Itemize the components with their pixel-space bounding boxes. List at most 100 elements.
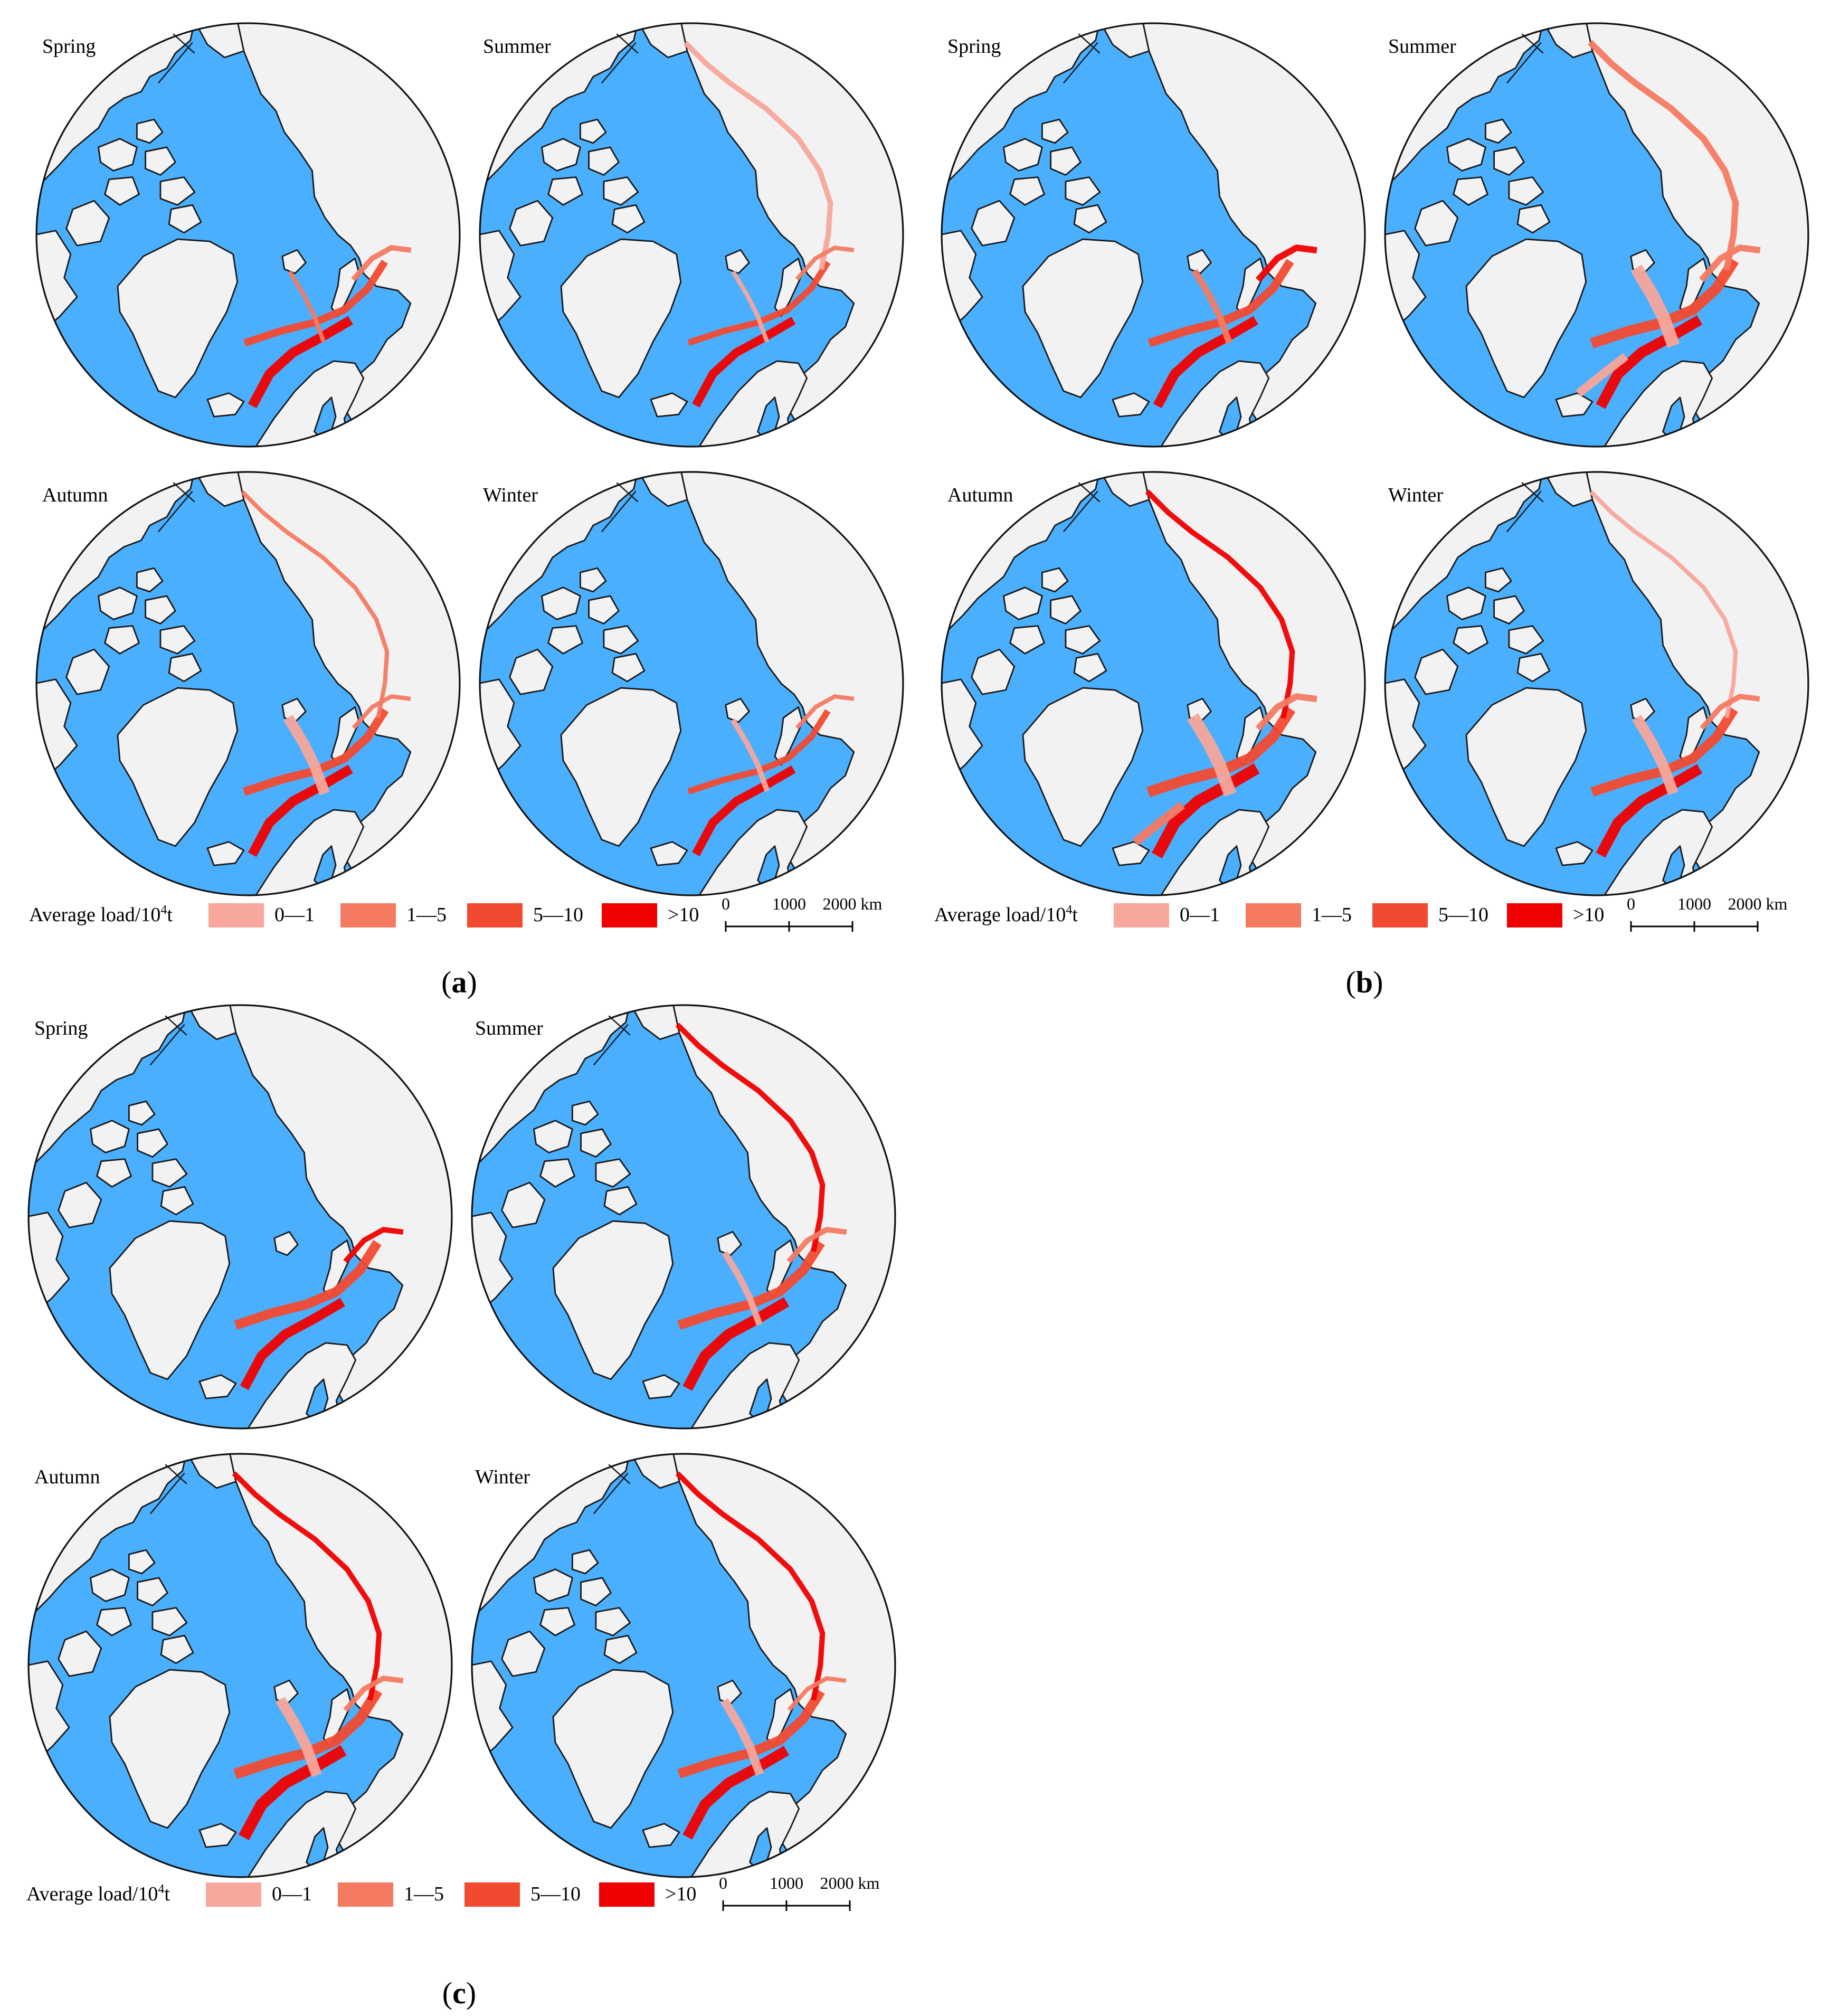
route-nsrEast (1588, 40, 1739, 271)
route-nsrBarents (677, 1689, 825, 1779)
legend-class-label: >10 (668, 904, 699, 926)
map-c-summer (470, 1003, 897, 1431)
route-svalbard (288, 270, 326, 343)
map-a-summer (478, 21, 905, 449)
route-kara (351, 245, 412, 282)
route-kara (343, 1227, 404, 1264)
route-norway (682, 1746, 790, 1840)
polar-basemap (1383, 470, 1810, 897)
legend-title: Average load/104t (26, 1882, 170, 1905)
route-kara (1700, 694, 1760, 731)
route-norway (239, 1745, 347, 1840)
shipping-routes (241, 490, 411, 857)
route-nsrBarents (1590, 257, 1739, 349)
route-nsrEast (1589, 490, 1738, 718)
route-nsrBarents (1146, 706, 1296, 798)
season-label-spring: Spring (42, 35, 96, 58)
polar-basemap (34, 470, 462, 897)
legend-title: Average load/104t (29, 903, 173, 926)
map-c-spring (26, 1003, 454, 1431)
legend-class-label: 1—5 (406, 904, 447, 926)
legend-swatch-0 (206, 1882, 261, 1907)
scale-bar-label: 0 (1627, 894, 1635, 913)
shipping-routes (675, 1023, 847, 1391)
legend-swatch-3 (599, 1882, 655, 1907)
shipping-routes (675, 1471, 847, 1840)
map-c-autumn (26, 1452, 454, 1879)
legend-class-label: 5—10 (530, 1883, 581, 1905)
polar-basemap (940, 21, 1367, 449)
map-a-winter (478, 470, 905, 897)
route-norway (248, 316, 353, 409)
map-a-autumn (34, 470, 462, 897)
panel-label-c: (c) (442, 1976, 476, 2010)
scale-bar-label: 0 (719, 1873, 727, 1892)
map-b-winter (1383, 470, 1810, 897)
shipping-routes (1147, 244, 1317, 409)
route-kara (1255, 244, 1317, 282)
polar-basemap (470, 1452, 897, 1879)
scale-bar: 0 1000 2000 km (1627, 894, 1788, 932)
route-iceland (1132, 801, 1185, 846)
polar-basemap (940, 470, 1367, 897)
route-norway (240, 1298, 345, 1390)
legend-swatch-3 (1507, 903, 1562, 927)
legend-swatch-2 (464, 1882, 520, 1907)
route-kara (795, 694, 855, 730)
season-label-summer: Summer (483, 35, 551, 58)
season-label-summer: Summer (475, 1017, 543, 1039)
route-nsrBarents (233, 1688, 383, 1780)
panel-label-a: (a) (441, 965, 477, 999)
map-panel-group-b (940, 21, 1810, 897)
route-kara (786, 1227, 847, 1264)
scale-bar-label: 2000 km (1728, 894, 1788, 913)
route-norway (692, 316, 796, 408)
map-c-winter (470, 1452, 897, 1879)
legend-swatch-2 (467, 903, 523, 927)
legend-class-label: 5—10 (1438, 904, 1488, 926)
map-b-autumn (940, 470, 1367, 897)
route-svalbard (1187, 713, 1237, 797)
shipping-routes (1589, 490, 1760, 858)
season-label-autumn: Autumn (42, 484, 108, 506)
season-label-autumn: Autumn (34, 1466, 100, 1488)
route-kara (787, 1676, 847, 1711)
scale-bar-label: 2000 km (820, 1873, 880, 1892)
legend-b: Average load/104t 0—1 1—5 5—10 >10 0 1000 2000 … (934, 894, 1788, 932)
route-norway (682, 1297, 790, 1391)
legend-swatch-0 (208, 903, 264, 927)
legend-title: Average load/104t (934, 903, 1078, 926)
polar-basemap (26, 1003, 454, 1431)
map-panel-group-a (34, 21, 905, 897)
legend-swatch-1 (1246, 903, 1301, 927)
legend-class-label: 1—5 (404, 1883, 444, 1905)
season-label-spring: Spring (34, 1017, 88, 1039)
scale-bar: 0 1000 2000 km (719, 1873, 880, 1911)
polar-basemap (478, 470, 905, 897)
map-b-spring (940, 21, 1367, 449)
route-svalbard (731, 270, 769, 343)
legend-class-label: 5—10 (533, 904, 583, 926)
route-nsrEast (675, 1471, 826, 1701)
legend-swatch-1 (338, 1882, 393, 1907)
map-panel-group-c (26, 1003, 897, 1879)
route-kara (1699, 244, 1761, 282)
legend-swatch-3 (602, 903, 657, 927)
shipping-routes (232, 1471, 404, 1840)
route-kara (795, 245, 855, 281)
scale-bar-label: 1000 (772, 894, 806, 913)
route-svalbard (276, 1697, 322, 1777)
polar-basemap (478, 21, 905, 449)
season-label-summer: Summer (1388, 35, 1456, 58)
route-nsrBarents (242, 707, 389, 796)
route-svalbard (722, 1251, 763, 1326)
season-label-autumn: Autumn (947, 484, 1013, 506)
route-nsrEast (675, 1023, 826, 1252)
route-nsrBarents (243, 259, 388, 347)
route-norway (248, 764, 353, 857)
legend-a: Average load/104t 0—1 1—5 5—10 >10 0 1000 2000 … (29, 894, 883, 932)
map-b-summer (1383, 21, 1810, 449)
route-nsrBarents (1147, 259, 1294, 347)
legend-class-label: >10 (1573, 904, 1604, 926)
